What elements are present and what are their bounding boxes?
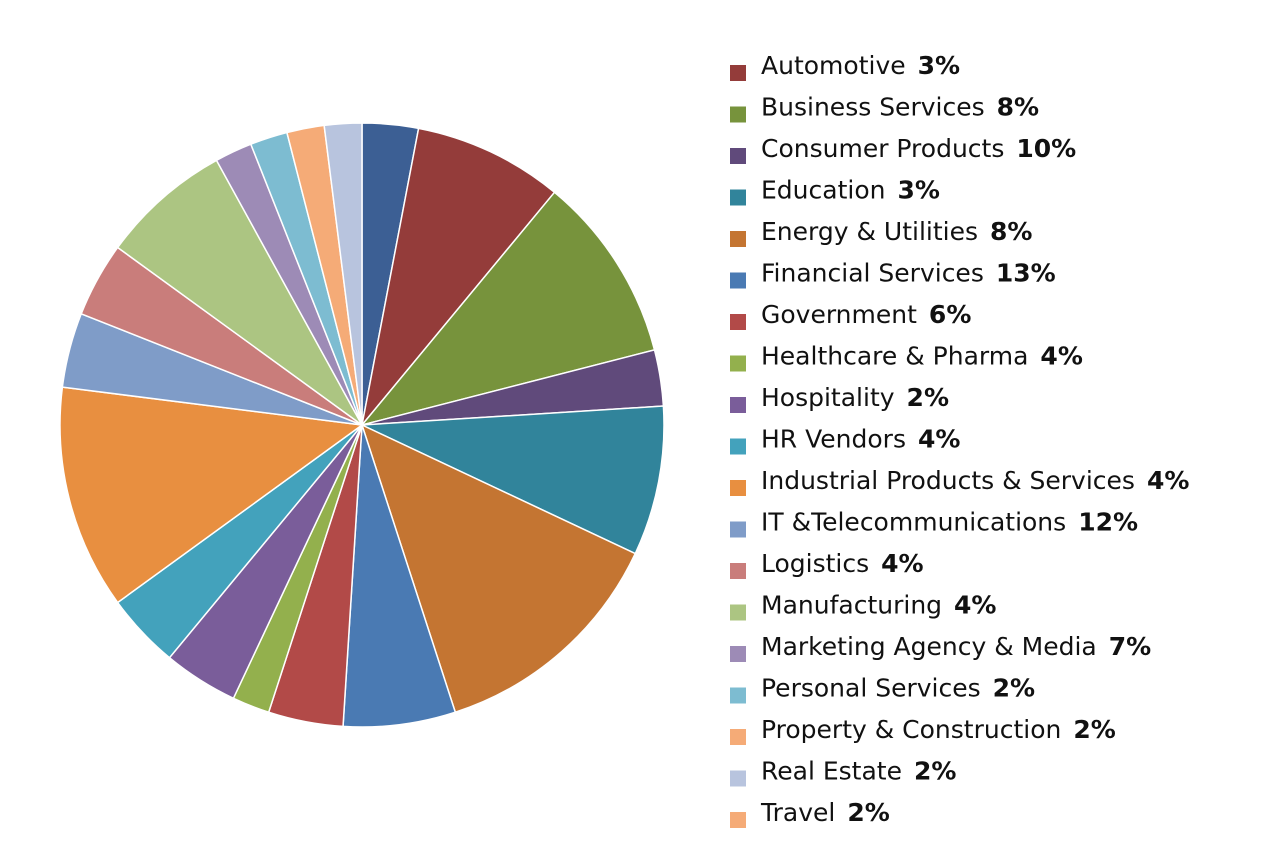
legend-marker <box>730 148 746 164</box>
legend-label: Government 6% <box>761 300 971 329</box>
legend-name: IT &Telecommunications <box>761 508 1066 537</box>
legend-marker <box>730 355 746 372</box>
legend-value: 10% <box>1016 134 1076 163</box>
legend-label: Hospitality 2% <box>761 383 949 412</box>
legend-marker <box>730 521 746 538</box>
legend-value: 2% <box>1073 715 1115 744</box>
legend-value: 8% <box>997 93 1039 122</box>
pie-slice <box>361 405 665 555</box>
pie-slice <box>59 386 364 604</box>
legend-name: Marketing Agency & Media <box>761 632 1097 661</box>
legend-label: Real Estate 2% <box>761 757 956 786</box>
legend-name: Government <box>761 300 917 329</box>
legend-value: 4% <box>918 425 960 454</box>
legend-name: Automotive <box>761 51 906 80</box>
pie-slice <box>116 159 363 426</box>
legend-value: 4% <box>954 591 996 620</box>
legend-marker <box>730 646 746 662</box>
legend-marker <box>730 812 746 828</box>
legend-marker <box>730 272 746 289</box>
legend-name: HR Vendors <box>761 425 906 454</box>
legend-value: 8% <box>990 217 1032 246</box>
legend-marker <box>730 687 746 704</box>
legend-label: Marketing Agency & Media 7% <box>761 632 1151 661</box>
pie-slice <box>323 122 363 426</box>
legend-label: IT &Telecommunications 12% <box>761 508 1138 537</box>
legend-name: Healthcare & Pharma <box>761 342 1028 371</box>
legend-value: 3% <box>918 51 960 80</box>
legend-label: Financial Services 13% <box>761 259 1056 288</box>
legend-marker <box>730 438 746 455</box>
legend-name: Hospitality <box>761 383 895 412</box>
legend-value: 2% <box>847 798 889 827</box>
legend-value: 6% <box>929 300 971 329</box>
legend-label: Industrial Products & Services 4% <box>761 466 1189 495</box>
legend-marker <box>730 189 746 206</box>
legend-name: Consumer Products <box>761 134 1004 163</box>
legend-value: 13% <box>996 259 1056 288</box>
legend-name: Manufacturing <box>761 591 942 620</box>
pie-slice <box>360 423 637 714</box>
legend-marker <box>730 770 746 787</box>
legend-name: Travel <box>760 798 835 827</box>
legend-label: Business Services 8% <box>761 93 1039 122</box>
legend-label: Automotive 3% <box>761 51 960 80</box>
legend-marker <box>730 106 746 123</box>
legend-value: 2% <box>907 383 949 412</box>
legend-name: Industrial Products & Services <box>761 466 1135 495</box>
legend-marker <box>730 604 746 621</box>
legend-name: Property & Construction <box>761 715 1061 744</box>
pie-slice <box>359 191 656 427</box>
legend-label: Personal Services 2% <box>761 674 1035 703</box>
legend-name: Business Services <box>761 93 985 122</box>
pie-slice <box>361 127 556 426</box>
legend-value: 3% <box>897 176 939 205</box>
legend-marker <box>730 231 746 247</box>
legend-name: Real Estate <box>761 757 902 786</box>
legend-value: 4% <box>1040 342 1082 371</box>
legend-label: Education 3% <box>761 176 940 205</box>
legend-name: Personal Services <box>761 674 981 703</box>
legend-value: 7% <box>1109 632 1151 661</box>
legend-marker <box>730 729 746 745</box>
legend-marker <box>730 563 746 579</box>
legend-marker <box>730 480 746 496</box>
legend-name: Financial Services <box>761 259 984 288</box>
legend-label: Manufacturing 4% <box>761 591 996 620</box>
legend-value: 4% <box>1147 466 1189 495</box>
legend-value: 2% <box>914 757 956 786</box>
legend-label: Travel 2% <box>760 798 890 827</box>
legend-value: 12% <box>1078 508 1138 537</box>
legend-label: Energy & Utilities 8% <box>761 217 1032 246</box>
legend-name: Energy & Utilities <box>761 217 978 246</box>
legend-label: Healthcare & Pharma 4% <box>761 342 1083 371</box>
legend-marker <box>730 397 746 413</box>
legend-label: HR Vendors 4% <box>761 425 960 454</box>
legend-marker <box>730 314 746 330</box>
legend-label: Consumer Products 10% <box>761 134 1076 163</box>
legend-value: 4% <box>881 549 923 578</box>
legend-value: 2% <box>993 674 1035 703</box>
legend-name: Education <box>761 176 885 205</box>
legend-label: Logistics 4% <box>761 549 924 578</box>
legend-name: Logistics <box>761 549 869 578</box>
legend-label: Property & Construction 2% <box>761 715 1116 744</box>
legend-marker <box>730 65 746 81</box>
